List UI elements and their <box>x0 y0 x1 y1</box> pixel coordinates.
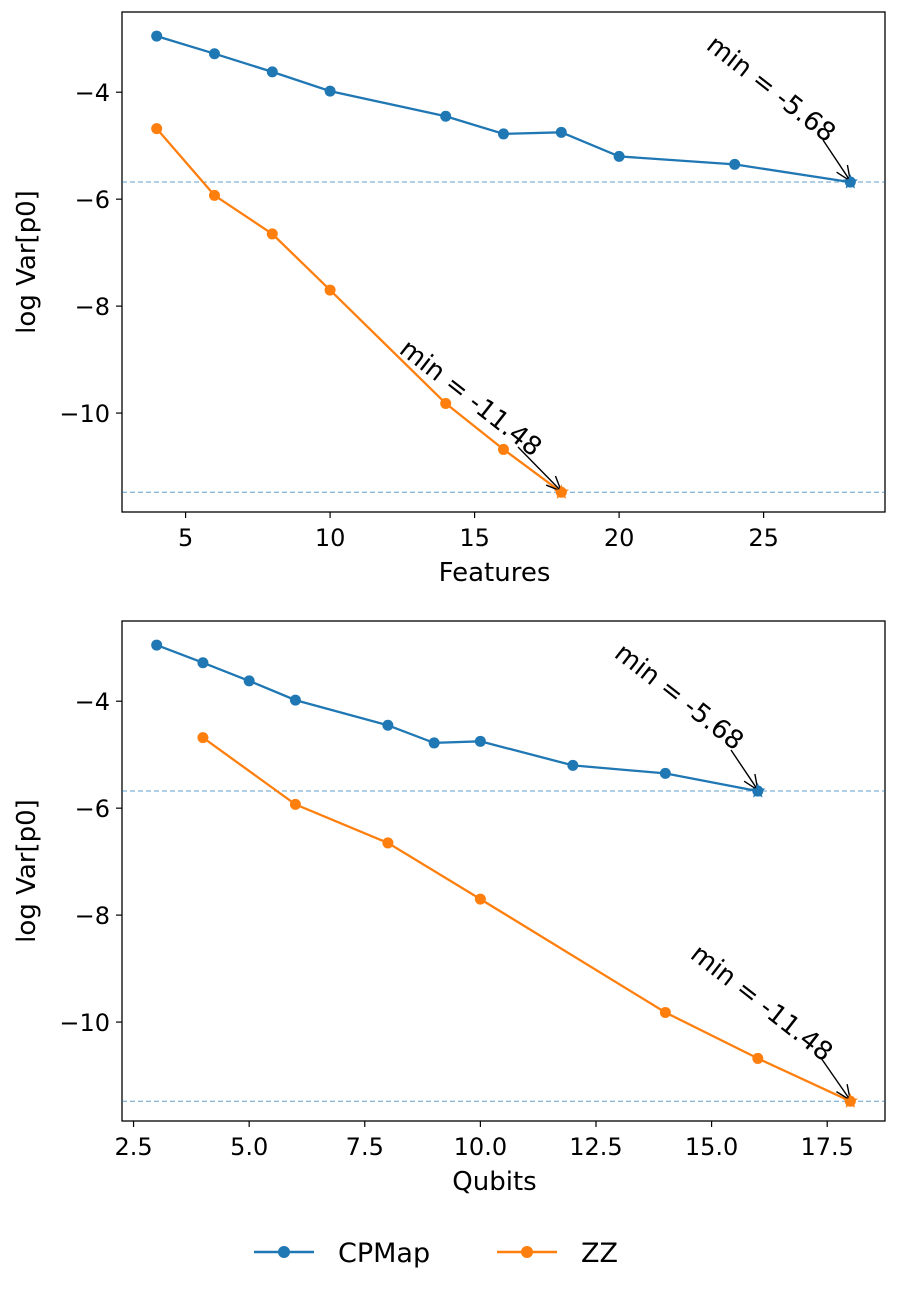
data-point-cpmap <box>266 66 278 78</box>
min-annotation: min = -11.48 <box>394 334 547 463</box>
min-annotation: min = -11.48 <box>685 939 838 1068</box>
data-point-zz <box>498 443 509 455</box>
data-point-zz <box>197 732 209 744</box>
y-axis-title: log Var[p0] <box>12 799 42 943</box>
legend: CPMap ZZ <box>254 1238 618 1269</box>
data-point-zz <box>324 284 336 296</box>
annotation-arrow <box>730 749 759 791</box>
plot-frame <box>121 11 886 513</box>
data-point-cpmap <box>324 85 336 97</box>
data-point-cpmap <box>440 110 452 122</box>
data-point-cpmap <box>208 48 220 60</box>
x-tick-label: 5 <box>178 524 193 552</box>
y-tick-label: −6 <box>75 186 110 214</box>
data-point-cpmap <box>243 675 255 687</box>
x-axis-title: Features <box>439 558 551 588</box>
annotation-arrow <box>822 139 851 182</box>
data-point-zz <box>659 1006 671 1018</box>
x-tick-label: 15 <box>459 524 490 552</box>
y-axis-title: log Var[p0] <box>12 190 42 334</box>
y-tick-label: −6 <box>75 795 110 823</box>
data-point-cpmap <box>382 719 394 731</box>
series-line-cpmap <box>156 644 759 793</box>
data-point-zz <box>289 798 301 810</box>
data-point-cpmap <box>729 158 741 170</box>
x-axis-title: Qubits <box>452 1167 536 1197</box>
legend-zz-marker <box>521 1246 533 1258</box>
x-tick-label: 12.5 <box>569 1133 622 1161</box>
y-tick-label: −4 <box>75 79 110 107</box>
data-point-cpmap <box>197 657 209 669</box>
data-point-zz <box>752 1052 764 1064</box>
data-point-cpmap <box>428 737 440 749</box>
min-annotation: min = -5.68 <box>609 638 749 757</box>
x-tick-label: 17.5 <box>800 1133 853 1161</box>
y-tick-label: −8 <box>75 293 110 321</box>
y-tick-label: −10 <box>59 1009 110 1037</box>
data-point-cpmap <box>498 128 509 140</box>
x-tick-label: 20 <box>604 524 635 552</box>
series-line-cpmap <box>156 34 851 184</box>
data-point-cpmap <box>659 767 671 779</box>
x-tick-label: 25 <box>748 524 779 552</box>
chart-qubits: 2.5 5.0 7.5 10.0 12.5 15.0 17.5 −4 −6 −8 −10 Qubits… <box>12 620 886 1197</box>
data-point-cpmap <box>151 30 163 42</box>
data-point-cpmap <box>151 639 163 651</box>
min-star-marker <box>553 484 569 499</box>
x-tick-label: 15.0 <box>685 1133 738 1161</box>
annotation-arrow <box>517 446 562 492</box>
y-tick-label: −8 <box>75 902 110 930</box>
data-point-zz <box>440 397 452 409</box>
y-tick-label: −10 <box>59 400 110 428</box>
data-point-cpmap <box>613 150 625 162</box>
data-point-cpmap <box>555 126 567 138</box>
data-point-cpmap <box>474 735 486 747</box>
min-annotation: min = -5.68 <box>701 30 841 149</box>
legend-cpmap-marker <box>278 1246 290 1258</box>
x-tick-label: 10.0 <box>454 1133 507 1161</box>
legend-zz-label: ZZ <box>581 1238 618 1269</box>
data-point-zz <box>266 228 278 240</box>
data-point-cpmap <box>567 759 579 771</box>
legend-cpmap-label: CPMap <box>338 1238 430 1269</box>
x-tick-label: 2.5 <box>114 1133 152 1161</box>
chart-features: 5 10 15 20 25 −4 −6 −8 −10 Features log Var[p0] min… <box>12 11 886 588</box>
min-star-marker <box>842 1093 858 1108</box>
plot-frame <box>121 620 886 1122</box>
annotation-arrow <box>820 1057 851 1101</box>
x-tick-label: 5.0 <box>230 1133 268 1161</box>
data-point-zz <box>382 837 394 849</box>
x-tick-label: 10 <box>315 524 346 552</box>
x-tick-label: 7.5 <box>346 1133 384 1161</box>
data-point-cpmap <box>289 694 301 706</box>
min-star-marker <box>750 783 766 798</box>
data-point-zz <box>151 123 163 135</box>
min-star-marker <box>842 174 858 189</box>
data-point-zz <box>474 893 486 905</box>
data-point-zz <box>208 189 220 201</box>
y-tick-label: −4 <box>75 688 110 716</box>
